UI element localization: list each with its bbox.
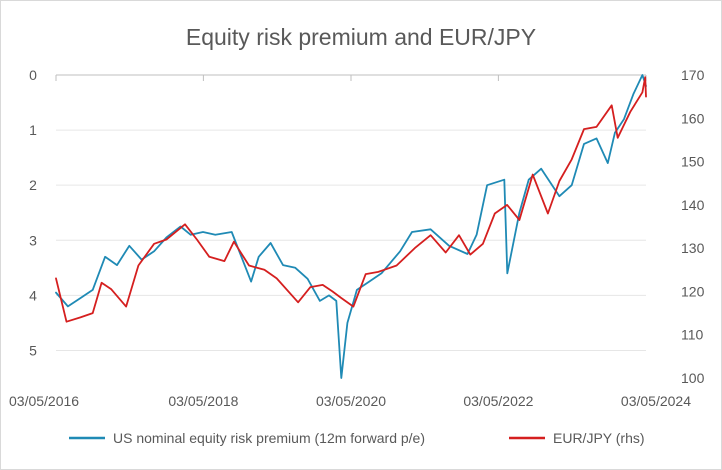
right-tick-label: 170 (681, 67, 705, 83)
right-axis-ticks: 100 110 120 130 140 150 160 170 (681, 67, 705, 386)
right-tick-label: 130 (681, 240, 705, 256)
left-tick-label: 5 (29, 342, 37, 358)
left-tick-label: 0 (29, 67, 37, 83)
x-tick-label: 03/05/2018 (168, 393, 238, 409)
right-tick-label: 140 (681, 197, 705, 213)
x-tick-label: 03/05/2022 (463, 393, 533, 409)
right-tick-label: 150 (681, 154, 705, 170)
chart-title: Equity risk premium and EUR/JPY (186, 24, 536, 50)
x-tick-label: 03/05/2024 (621, 393, 691, 409)
right-tick-label: 120 (681, 283, 705, 299)
right-tick-label: 160 (681, 110, 705, 126)
x-tick-label: 03/05/2020 (316, 393, 386, 409)
right-tick-label: 100 (681, 370, 705, 386)
left-tick-label: 1 (29, 122, 37, 138)
legend-label: US nominal equity risk premium (12m forw… (113, 430, 425, 446)
series-line-eurjpy (55, 76, 647, 323)
left-tick-label: 3 (29, 232, 37, 248)
series-line-equity-risk-premium (55, 74, 647, 379)
x-tick-label: 03/05/2016 (9, 393, 79, 409)
right-tick-label: 110 (681, 327, 704, 343)
legend-label: EUR/JPY (rhs) (553, 430, 645, 446)
legend: US nominal equity risk premium (12m forw… (69, 430, 645, 446)
x-axis-ticks: 03/05/2016 03/05/2018 03/05/2020 03/05/2022… (9, 393, 691, 409)
left-axis-ticks: 0 1 2 3 4 5 (29, 67, 37, 358)
gridlines (55, 74, 647, 351)
series-lines (55, 74, 647, 379)
left-tick-label: 2 (29, 177, 37, 193)
left-tick-label: 4 (29, 287, 37, 303)
